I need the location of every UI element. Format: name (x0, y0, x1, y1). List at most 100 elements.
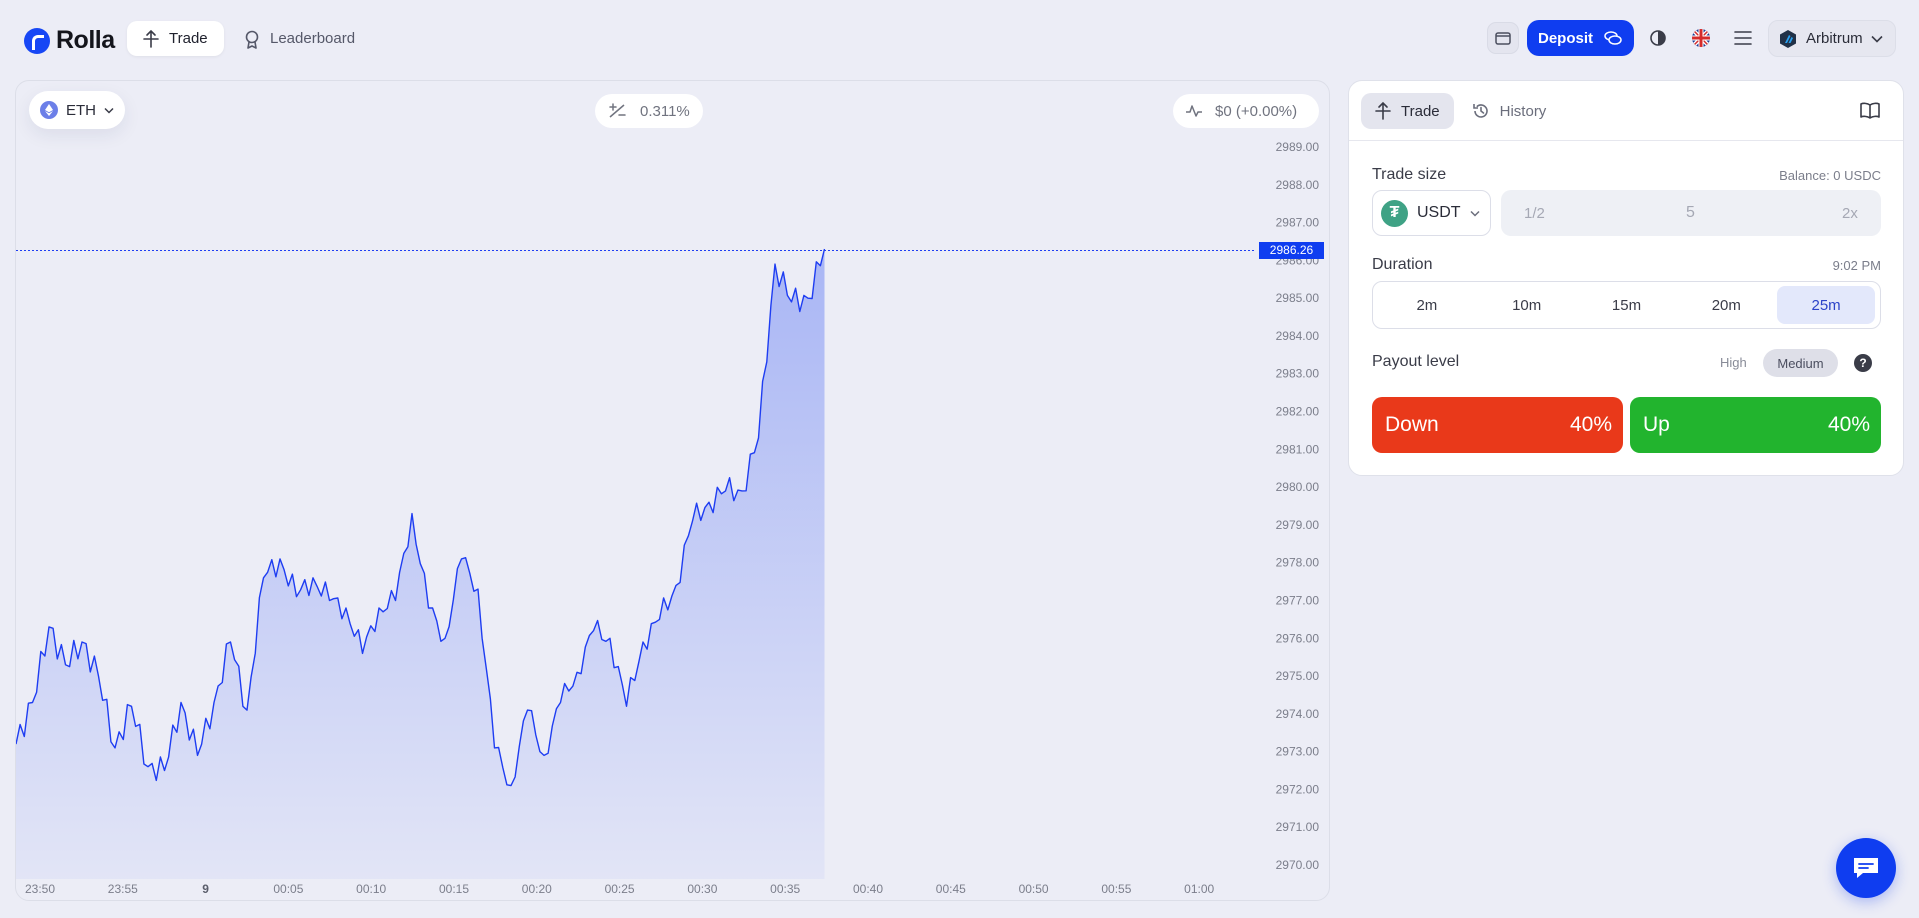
y-tick-label: 2973.00 (1276, 745, 1320, 759)
nav-leaderboard[interactable]: Leaderboard (228, 21, 371, 56)
payout-high-option[interactable]: High (1720, 355, 1747, 370)
nav-leaderboard-label: Leaderboard (270, 30, 356, 47)
pnl-value: $0 (+0.00%) (1215, 102, 1298, 120)
pnl-badge: $0 (+0.00%) (1173, 94, 1319, 128)
x-tick-label: 23:50 (25, 882, 55, 896)
duration-option-20m[interactable]: 20m (1711, 296, 1741, 314)
asset-selector[interactable]: ETH (29, 91, 125, 129)
nav-trade-label: Trade (169, 30, 208, 47)
up-button[interactable]: Up 40% (1630, 397, 1881, 453)
x-tick-label: 00:45 (936, 882, 966, 896)
tab-history-label: History (1499, 102, 1547, 120)
duration-option-15m[interactable]: 15m (1611, 296, 1642, 314)
y-tick-label: 2978.00 (1276, 556, 1320, 570)
nav-trade[interactable]: Trade (127, 21, 224, 56)
x-tick-label: 9 (202, 882, 209, 896)
x-tick-label: 00:20 (522, 882, 552, 896)
down-label: Down (1385, 413, 1439, 436)
x-tick-label: 00:40 (853, 882, 883, 896)
chevron-down-icon (104, 107, 114, 114)
x-tick-label: 01:00 (1184, 882, 1214, 896)
deposit-label: Deposit (1537, 29, 1593, 47)
eth-icon (40, 101, 58, 119)
chart-panel[interactable]: 2989.00 2988.00 2987.00 2986.00 2985.00 2984.… (15, 80, 1330, 901)
duration-selector: 2m 10m 15m 20m 25m (1372, 281, 1881, 329)
y-tick-label: 2983.00 (1276, 367, 1320, 381)
current-price-tag: 2986.26 (1259, 242, 1324, 260)
history-icon (1472, 104, 1488, 118)
duration-option-10m[interactable]: 10m (1512, 296, 1542, 314)
tab-trade-label: Trade (1401, 102, 1440, 120)
uk-flag-icon (1692, 29, 1710, 47)
y-tick-label: 2977.00 (1276, 593, 1320, 607)
x-tick-label: 00:25 (605, 882, 635, 896)
x-tick-label: 00:15 (439, 882, 469, 896)
award-icon (245, 30, 259, 49)
duration-option-2m[interactable]: 2m (1416, 296, 1438, 314)
trade-size-label: Trade size (1372, 166, 1447, 183)
support-chat-button[interactable] (1836, 838, 1896, 898)
logo[interactable]: Rolla (24, 26, 115, 55)
y-tick-label: 2976.00 (1276, 631, 1320, 645)
half-amount-button[interactable]: 1/2 (1524, 204, 1545, 222)
x-tick-label: 00:30 (687, 882, 717, 896)
contrast-icon (1650, 30, 1666, 46)
y-tick-label: 2985.00 (1276, 291, 1320, 305)
usdt-icon: ₮ (1381, 199, 1408, 227)
network-selector[interactable]: Arbitrum (1768, 20, 1896, 57)
book-icon (1860, 102, 1880, 119)
y-tick-label: 2975.00 (1276, 669, 1320, 683)
trade-arrows-icon (1375, 101, 1391, 120)
menu-button[interactable] (1727, 22, 1759, 54)
price-change-badge: 0.311% (595, 94, 703, 128)
y-tick-label: 2980.00 (1276, 480, 1320, 494)
y-tick-label: 2974.00 (1276, 707, 1320, 721)
trade-arrows-icon (143, 29, 159, 48)
chat-icon (1854, 858, 1878, 878)
docs-button[interactable] (1859, 101, 1881, 121)
top-bar: Rolla Trade Leaderboard Deposit (0, 0, 1919, 78)
x-tick-label: 23:55 (108, 882, 138, 896)
help-icon[interactable]: ? (1854, 354, 1872, 372)
chevron-down-icon (1871, 35, 1883, 43)
trade-panel-tabs: Trade History (1361, 93, 1560, 129)
payout-medium-option[interactable]: Medium (1763, 349, 1838, 377)
duration-option-25m[interactable]: 25m (1777, 286, 1875, 324)
logo-text: Rolla (56, 26, 115, 54)
expiry-time: 9:02 PM (1832, 258, 1881, 273)
coins-icon (1604, 31, 1622, 45)
price-line (16, 248, 826, 787)
double-amount-button[interactable]: 2x (1842, 204, 1858, 222)
percent-change-icon (609, 103, 626, 118)
arbitrum-icon (1780, 29, 1796, 48)
token-selector[interactable]: ₮ USDT (1372, 190, 1491, 236)
up-payout: 40% (1827, 413, 1870, 436)
tab-history[interactable]: History (1458, 93, 1561, 129)
down-payout: 40% (1569, 413, 1612, 436)
y-tick-label: 2987.00 (1276, 216, 1320, 230)
y-tick-label: 2981.00 (1276, 442, 1320, 456)
hamburger-icon (1734, 31, 1752, 45)
network-label: Arbitrum (1806, 30, 1863, 47)
token-label: USDT (1417, 204, 1461, 221)
down-button[interactable]: Down 40% (1372, 397, 1623, 453)
y-tick-label: 2989.00 (1276, 140, 1320, 154)
y-tick-label: 2979.00 (1276, 518, 1320, 532)
y-tick-label: 2984.00 (1276, 329, 1320, 343)
y-tick-label: 2972.00 (1276, 782, 1320, 796)
price-chart[interactable]: 2989.002988.002987.002986.002985.002984.… (16, 81, 1330, 901)
trade-amount-field[interactable]: 1/2 5 2x (1501, 190, 1881, 236)
tabs-divider (1349, 140, 1903, 141)
x-tick-label: 00:10 (356, 882, 386, 896)
logo-mark-icon (24, 27, 50, 54)
tab-trade[interactable]: Trade (1361, 93, 1454, 129)
language-button[interactable] (1685, 22, 1717, 54)
y-tick-label: 2970.00 (1276, 858, 1320, 872)
trade-panel: Trade History Trade size Balance: 0 USDC… (1348, 80, 1904, 476)
amount-value[interactable]: 5 (1686, 204, 1695, 221)
deposit-button[interactable]: Deposit (1527, 20, 1634, 56)
x-tick-label: 00:35 (770, 882, 800, 896)
theme-toggle-button[interactable] (1642, 22, 1674, 54)
wallet-button[interactable] (1487, 22, 1519, 54)
y-tick-label: 2982.00 (1276, 405, 1320, 419)
